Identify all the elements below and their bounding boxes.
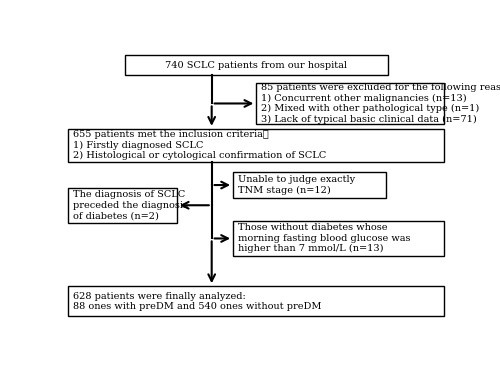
Bar [68,188,177,223]
Bar [124,55,388,75]
Text: 85 patients were excluded for the following reasons:
1) Concurrent other maligna: 85 patients were excluded for the follow… [261,83,500,124]
Bar [233,172,386,198]
Text: Those without diabetes whose
morning fasting blood glucose was
higher than 7 mmo: Those without diabetes whose morning fas… [238,224,410,254]
Text: 628 patients were finally analyzed:
88 ones with preDM and 540 ones without preD: 628 patients were finally analyzed: 88 o… [73,292,322,311]
Bar [68,286,444,316]
Text: Unable to judge exactly
TNM stage (n=12): Unable to judge exactly TNM stage (n=12) [238,175,355,195]
Bar [233,221,444,256]
Bar [256,82,444,124]
Text: 655 patients met the inclusion criteria：
1) Firstly diagnosed SCLC
2) Histologic: 655 patients met the inclusion criteria：… [73,130,326,160]
Bar [68,129,444,162]
Text: 740 SCLC patients from our hospital: 740 SCLC patients from our hospital [165,61,347,70]
Text: The diagnosis of SCLC
preceded the diagnosis
of diabetes (n=2): The diagnosis of SCLC preceded the diagn… [73,190,188,220]
